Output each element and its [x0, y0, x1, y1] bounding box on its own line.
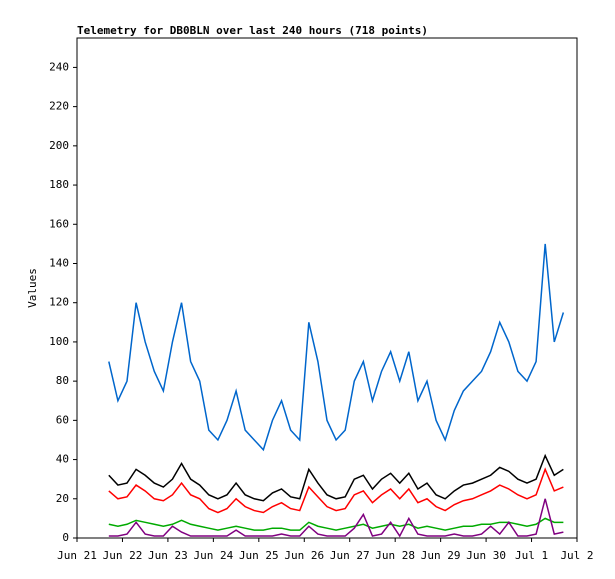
plot-frame — [76, 37, 578, 539]
series-line — [108, 517, 564, 531]
x-tick-label: Jun 22 — [103, 549, 143, 562]
series-line — [108, 467, 564, 514]
y-tick-label: 60 — [56, 413, 69, 426]
series-line — [108, 498, 564, 538]
chart-title: Telemetry for DB0BLN over last 240 hours… — [77, 24, 428, 37]
x-tick-label: Jun 24 — [193, 549, 233, 562]
y-axis-label: Values — [26, 268, 39, 308]
y-tick-label: 120 — [49, 296, 69, 309]
x-tick-label: Jun 25 — [239, 549, 279, 562]
x-tick-label: Jun 29 — [421, 549, 461, 562]
x-tick-label: Jun 27 — [330, 549, 370, 562]
y-tick-label: 140 — [49, 256, 69, 269]
series-line — [108, 243, 565, 452]
y-tick-label: 40 — [56, 453, 69, 466]
y-tick-label: 80 — [56, 374, 69, 387]
series-line — [108, 453, 564, 502]
y-tick-label: 160 — [49, 217, 69, 230]
x-tick-label: Jun 28 — [375, 549, 415, 562]
x-tick-label: Jul 2 — [560, 549, 593, 562]
x-tick-label: Jun 23 — [148, 549, 188, 562]
x-tick-label: Jun 26 — [284, 549, 324, 562]
y-tick-label: 20 — [56, 492, 69, 505]
y-tick-label: 100 — [49, 335, 69, 348]
x-tick-label: Jun 21 — [57, 549, 97, 562]
y-tick-label: 200 — [49, 139, 69, 152]
y-tick-label: 240 — [49, 60, 69, 73]
y-tick-label: 180 — [49, 178, 69, 191]
x-tick-label: Jul 1 — [515, 549, 548, 562]
y-tick-label: 0 — [62, 531, 69, 544]
x-tick-label: Jun 30 — [466, 549, 506, 562]
y-tick-label: 220 — [49, 100, 69, 113]
